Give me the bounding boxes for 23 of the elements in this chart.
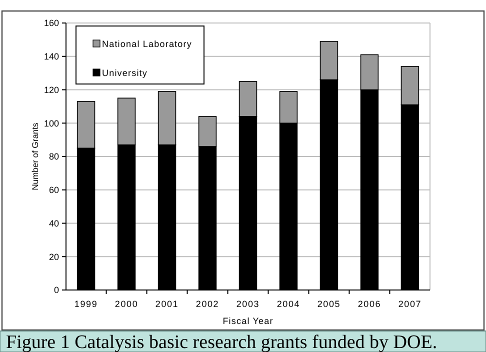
x-tick-label: 1999 [74, 299, 98, 309]
y-tick-label: 40 [48, 218, 59, 228]
x-tick-label: 2007 [398, 299, 422, 309]
y-tick-label: 120 [44, 84, 59, 95]
y-tick-label: 20 [48, 252, 59, 262]
x-tick-label: 2005 [317, 299, 341, 309]
x-tick-label: 2000 [114, 299, 138, 309]
x-tick-label: 2001 [155, 299, 179, 309]
x-tick-label: 2002 [196, 299, 220, 309]
x-axis-title: Fiscal Year [222, 316, 274, 326]
x-tick-label: 2003 [236, 299, 260, 309]
y-tick-label: 160 [44, 18, 59, 28]
caption: Figure 1 Catalysis basic research grants funded by DOE. [6, 332, 438, 352]
y-tick-label: 0 [54, 285, 59, 296]
x-tick-label: 2006 [358, 299, 382, 309]
y-tick-label: 80 [48, 152, 59, 162]
y-tick-label: 140 [44, 52, 59, 62]
legend-label: National Laboratory [102, 39, 192, 50]
y-axis-title: Number of Grants [30, 122, 40, 190]
y-tick-label: 60 [48, 185, 59, 196]
y-tick-label: 100 [44, 118, 59, 128]
x-tick-label: 2004 [276, 299, 300, 309]
legend-label: University [102, 68, 148, 78]
